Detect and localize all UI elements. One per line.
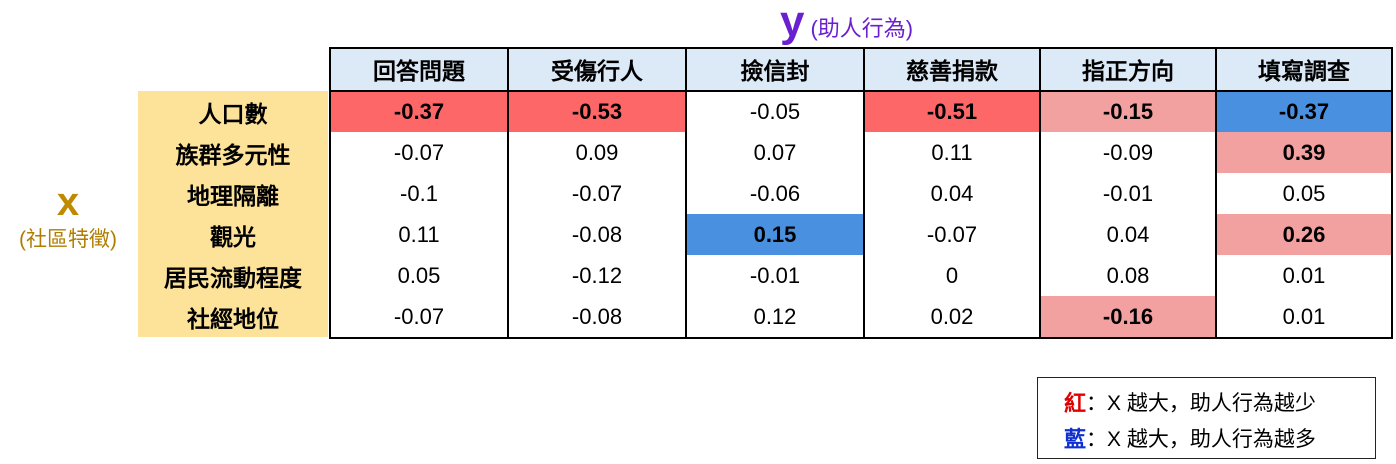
column-header: 回答問題	[330, 48, 508, 90]
table-cell: -0.01	[1102, 180, 1154, 206]
grid-line-vertical	[1215, 47, 1217, 338]
legend-red-key: 紅	[1064, 391, 1087, 416]
row-label: 族群多元性	[175, 141, 291, 168]
grid-line-vertical	[1391, 47, 1393, 338]
table-cell: 0.05	[397, 262, 441, 288]
table-cell: 0.01	[1282, 262, 1326, 288]
legend: 紅 ：X 越大，助人行為越少 藍 ：X 越大，助人行為越多	[1037, 377, 1376, 459]
grid-line-vertical	[685, 47, 687, 338]
table-cell: -0.07	[393, 303, 445, 329]
legend-blue-text: ：X 越大，助人行為越多	[1086, 428, 1316, 451]
row-label: 社經地位	[187, 305, 279, 332]
column-header: 填寫調查	[1216, 48, 1392, 90]
table-cell: -0.08	[571, 303, 623, 329]
table-cell: -0.37	[330, 91, 508, 132]
table-cell: 0.09	[575, 139, 619, 165]
table-cell: 0.39	[1216, 132, 1392, 173]
column-header: 受傷行人	[508, 48, 686, 90]
grid-line-horizontal	[329, 337, 1393, 339]
grid-line-vertical	[1039, 47, 1041, 338]
table-cell: 0.15	[686, 214, 864, 255]
table-cell: -0.06	[749, 180, 801, 206]
table-cell: -0.12	[571, 262, 623, 288]
table-cell: 0.11	[931, 139, 973, 165]
legend-red-row: 紅 ：X 越大，助人行為越少	[1064, 384, 1375, 420]
table-cell: -0.07	[393, 139, 445, 165]
row-label: 人口數	[198, 100, 268, 127]
x-axis-letter: x	[56, 180, 80, 224]
legend-red-text: ：X 越大，助人行為越少	[1086, 392, 1316, 415]
y-axis-letter: y	[780, 0, 805, 46]
table-cell: 0.07	[753, 139, 797, 165]
x-axis-title: x (社區特徵)	[0, 180, 136, 253]
table-cell: -0.53	[508, 91, 686, 132]
column-header: 慈善捐款	[864, 48, 1040, 90]
row-label: 地理隔離	[187, 182, 279, 209]
table-cell: -0.37	[1216, 91, 1392, 132]
row-label-background	[138, 91, 328, 337]
table-cell: -0.07	[926, 221, 978, 247]
grid-line-horizontal	[329, 47, 1393, 49]
y-axis-subtitle: (助人行為)	[810, 16, 914, 41]
table-cell: 0.12	[753, 303, 797, 329]
table-cell: -0.09	[1102, 139, 1154, 165]
row-label: 居民流動程度	[164, 264, 302, 291]
grid-line-vertical	[863, 47, 865, 338]
grid-line-horizontal	[329, 90, 1393, 92]
table-cell: -0.05	[749, 98, 801, 124]
grid-line-vertical	[507, 47, 509, 338]
table-cell: 0.04	[1106, 221, 1150, 247]
table-cell: -0.51	[864, 91, 1040, 132]
table-cell: 0.26	[1216, 214, 1392, 255]
table-cell: 0.05	[1282, 180, 1326, 206]
table-cell: 0.02	[930, 303, 974, 329]
table-cell: 0.08	[1106, 262, 1150, 288]
legend-blue-row: 藍 ：X 越大，助人行為越多	[1064, 420, 1375, 456]
table-cell: -0.15	[1040, 91, 1216, 132]
table-cell: -0.01	[749, 262, 801, 288]
legend-blue-key: 藍	[1064, 427, 1087, 452]
x-axis-subtitle: (社區特徵)	[19, 228, 117, 251]
table-cell: 0	[945, 262, 959, 288]
column-header: 撿信封	[686, 48, 864, 90]
column-header: 指正方向	[1040, 48, 1216, 90]
y-axis-title: y (助人行為)	[780, 0, 913, 48]
table-cell: -0.1	[400, 180, 438, 206]
grid-line-vertical	[329, 47, 331, 338]
table-cell: 0.11	[398, 221, 440, 247]
table-cell: -0.08	[571, 221, 623, 247]
table-cell: 0.04	[930, 180, 974, 206]
row-label: 觀光	[210, 223, 256, 250]
table-cell: -0.07	[571, 180, 623, 206]
table-cell: 0.01	[1282, 303, 1326, 329]
table-cell: -0.16	[1040, 296, 1216, 337]
